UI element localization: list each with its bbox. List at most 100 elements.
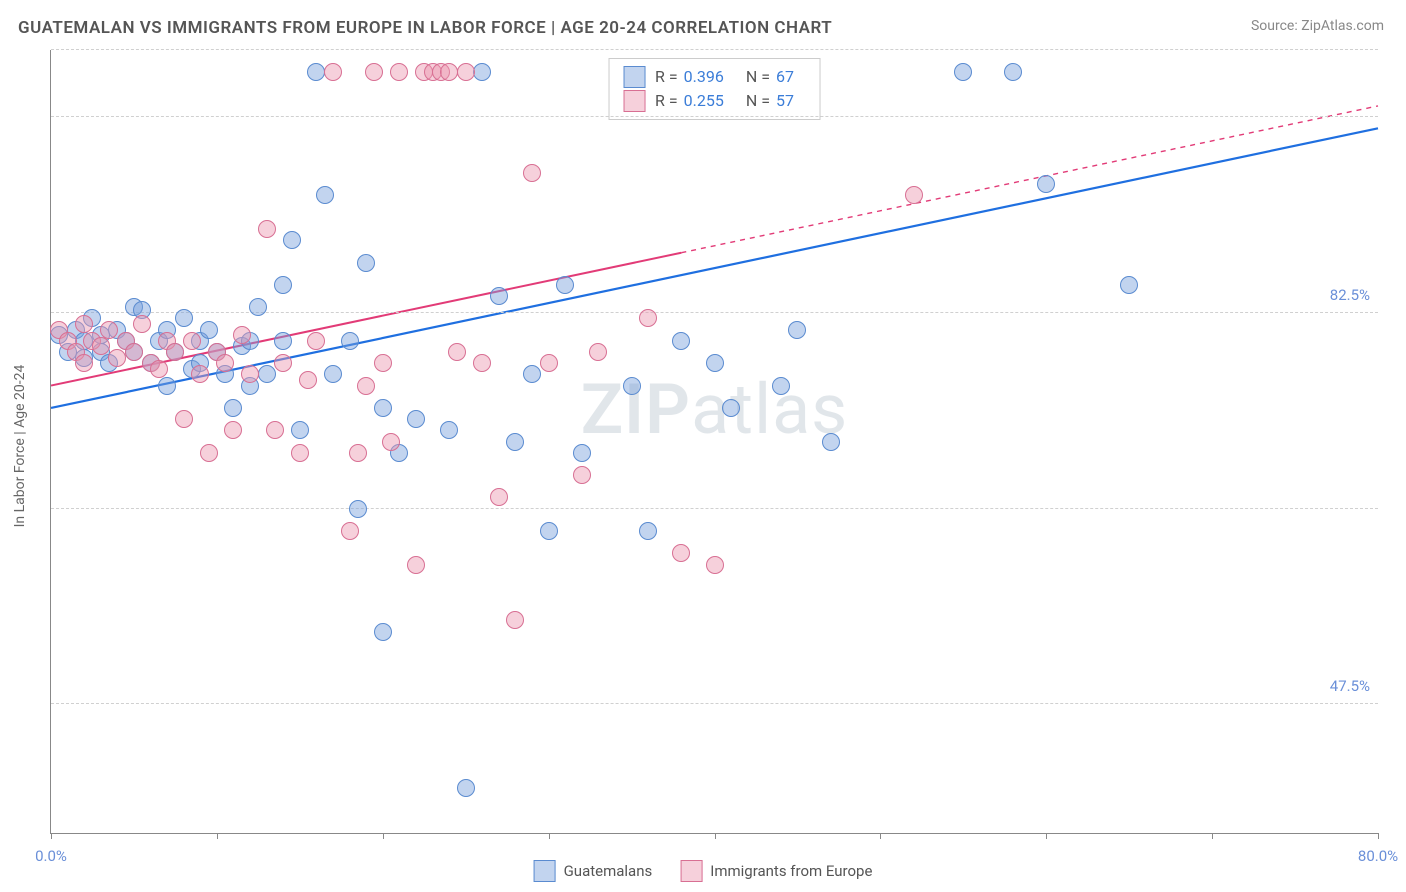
data-point <box>1120 276 1138 294</box>
data-point <box>224 399 242 417</box>
data-point <box>448 343 466 361</box>
data-point <box>490 287 508 305</box>
data-point <box>822 433 840 451</box>
data-point <box>341 522 359 540</box>
data-point <box>365 63 383 81</box>
data-point <box>183 332 201 350</box>
legend-r-value: 0.255 <box>684 89 724 113</box>
legend-r-value: 0.396 <box>684 65 724 89</box>
data-point <box>772 377 790 395</box>
data-point <box>706 354 724 372</box>
data-point <box>291 444 309 462</box>
data-point <box>374 623 392 641</box>
data-point <box>75 315 93 333</box>
data-point <box>166 343 184 361</box>
data-point <box>175 309 193 327</box>
data-point <box>390 63 408 81</box>
source-prefix: Source: <box>1251 18 1301 34</box>
data-point <box>266 421 284 439</box>
data-point <box>133 315 151 333</box>
data-point <box>440 421 458 439</box>
legend-n-label: N = <box>746 89 770 113</box>
source-attribution: Source: ZipAtlas.com <box>1251 18 1384 34</box>
x-tick <box>1378 833 1379 839</box>
data-point <box>407 410 425 428</box>
data-point <box>954 63 972 81</box>
data-point <box>540 522 558 540</box>
y-tick-label: 47.5% <box>1330 677 1370 695</box>
x-tick <box>549 833 550 839</box>
data-point <box>92 337 110 355</box>
x-tick <box>715 833 716 839</box>
data-point <box>125 343 143 361</box>
x-tick-label: 0.0% <box>35 847 67 865</box>
data-point <box>316 186 334 204</box>
trendlines-layer <box>51 50 1378 833</box>
legend-swatch <box>623 90 645 112</box>
data-point <box>349 500 367 518</box>
data-point <box>216 354 234 372</box>
legend-n-value: 67 <box>776 65 794 89</box>
series-legend: Guatemalans Immigrants from Europe <box>534 860 873 882</box>
data-point <box>200 321 218 339</box>
data-point <box>258 365 276 383</box>
data-point <box>100 321 118 339</box>
data-point <box>506 611 524 629</box>
data-point <box>523 365 541 383</box>
data-point <box>639 522 657 540</box>
data-point <box>258 220 276 238</box>
data-point <box>1004 63 1022 81</box>
legend-row: R = 0.255N = 57 <box>623 89 806 113</box>
data-point <box>540 354 558 372</box>
data-point <box>274 354 292 372</box>
data-point <box>307 332 325 350</box>
legend-n-label: N = <box>746 65 770 89</box>
watermark: ZIPatlas <box>581 369 849 451</box>
data-point <box>788 321 806 339</box>
data-point <box>324 365 342 383</box>
data-point <box>523 164 541 182</box>
data-point <box>473 63 491 81</box>
x-tick <box>880 833 881 839</box>
data-point <box>706 556 724 574</box>
data-point <box>905 186 923 204</box>
data-point <box>349 444 367 462</box>
data-point <box>382 433 400 451</box>
data-point <box>233 326 251 344</box>
data-point <box>200 444 218 462</box>
legend-label: Immigrants from Europe <box>710 862 872 880</box>
gridline <box>51 703 1378 704</box>
x-tick <box>383 833 384 839</box>
legend-label: Guatemalans <box>564 862 653 880</box>
x-tick <box>217 833 218 839</box>
data-point <box>573 466 591 484</box>
data-point <box>191 365 209 383</box>
legend-swatch <box>680 860 702 882</box>
legend-r-label: R = <box>655 89 678 113</box>
scatter-plot-area: ZIPatlas R = 0.396N = 67R = 0.255N = 57 … <box>50 50 1378 834</box>
legend-swatch <box>623 66 645 88</box>
data-point <box>457 779 475 797</box>
x-tick <box>1046 833 1047 839</box>
data-point <box>158 377 176 395</box>
data-point <box>722 399 740 417</box>
y-axis-title: In Labor Force | Age 20-24 <box>12 365 28 528</box>
data-point <box>357 254 375 272</box>
legend-swatch <box>534 860 556 882</box>
x-tick-label: 80.0% <box>1358 847 1398 865</box>
correlation-legend: R = 0.396N = 67R = 0.255N = 57 <box>608 58 821 120</box>
legend-item: Guatemalans <box>534 860 653 882</box>
data-point <box>573 444 591 462</box>
y-tick-label: 82.5% <box>1330 286 1370 304</box>
gridline <box>51 508 1378 509</box>
data-point <box>241 365 259 383</box>
data-point <box>108 349 126 367</box>
gridline <box>51 116 1378 117</box>
legend-r-label: R = <box>655 65 678 89</box>
data-point <box>249 298 267 316</box>
chart-title: GUATEMALAN VS IMMIGRANTS FROM EUROPE IN … <box>18 18 832 38</box>
data-point <box>224 421 242 439</box>
data-point <box>75 354 93 372</box>
data-point <box>639 309 657 327</box>
source-name: ZipAtlas.com <box>1301 18 1384 34</box>
